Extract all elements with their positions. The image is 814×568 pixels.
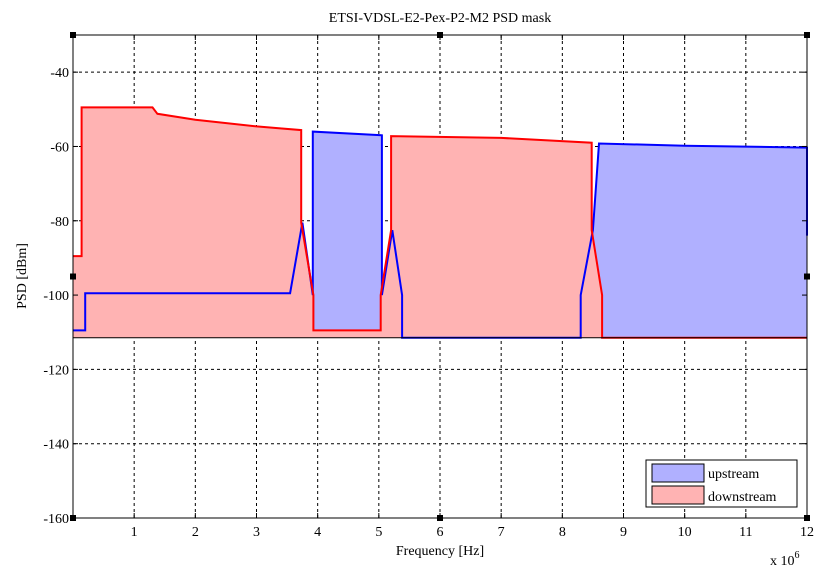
chart-title: ETSI-VDSL-E2-Pex-P2-M2 PSD mask [329,11,551,26]
x-axis-label: Frequency [Hz] [396,544,484,559]
x-tick-label: 11 [739,525,752,540]
x-axis-multiplier: x 106 [770,550,800,568]
selection-handle [437,32,443,38]
x-tick-label: 5 [375,525,382,540]
selection-handles [70,32,810,521]
area-downstream [73,107,807,338]
selection-handle [804,515,810,521]
selection-handle [70,32,76,38]
x-tick-label: 2 [192,525,199,540]
legend: upstream downstream [645,459,798,508]
series-lines [73,106,808,339]
selection-handle [804,32,810,38]
x-tick-label: 1 [131,525,138,540]
legend-swatch-downstream [651,485,705,505]
x-tick-label: 4 [314,525,321,540]
y-tick-label: -40 [50,66,69,81]
legend-swatch-upstream [651,463,705,483]
y-tick-label: -60 [50,140,69,155]
x-tick-label: 8 [559,525,566,540]
x-tick-label: 10 [678,525,692,540]
x-tick-label: 3 [253,525,260,540]
area-fills [73,107,807,338]
selection-handle [70,273,76,280]
selection-handle [437,515,443,521]
y-tick-label: -120 [43,363,69,378]
line-downstream [73,106,807,339]
x-tick-label: 9 [620,525,627,540]
area-upstream [73,131,807,338]
line-upstream [73,130,808,339]
y-tick-label: -100 [43,289,69,304]
x-axis-multiplier-exponent: 6 [795,550,800,561]
x-axis-multiplier-base: x 10 [770,554,795,568]
x-tick-label: 6 [437,525,444,540]
y-tick-label: -160 [43,512,69,527]
y-axis-label: PSD [dBm] [15,243,30,309]
y-tick-label: -140 [43,438,69,453]
selection-handle [70,515,76,521]
legend-label-downstream: downstream [708,490,777,505]
legend-label-upstream: upstream [708,467,759,482]
x-tick-label: 12 [800,525,814,540]
selection-handle [804,273,810,280]
x-tick-label: 7 [498,525,505,540]
y-tick-label: -80 [50,215,69,230]
